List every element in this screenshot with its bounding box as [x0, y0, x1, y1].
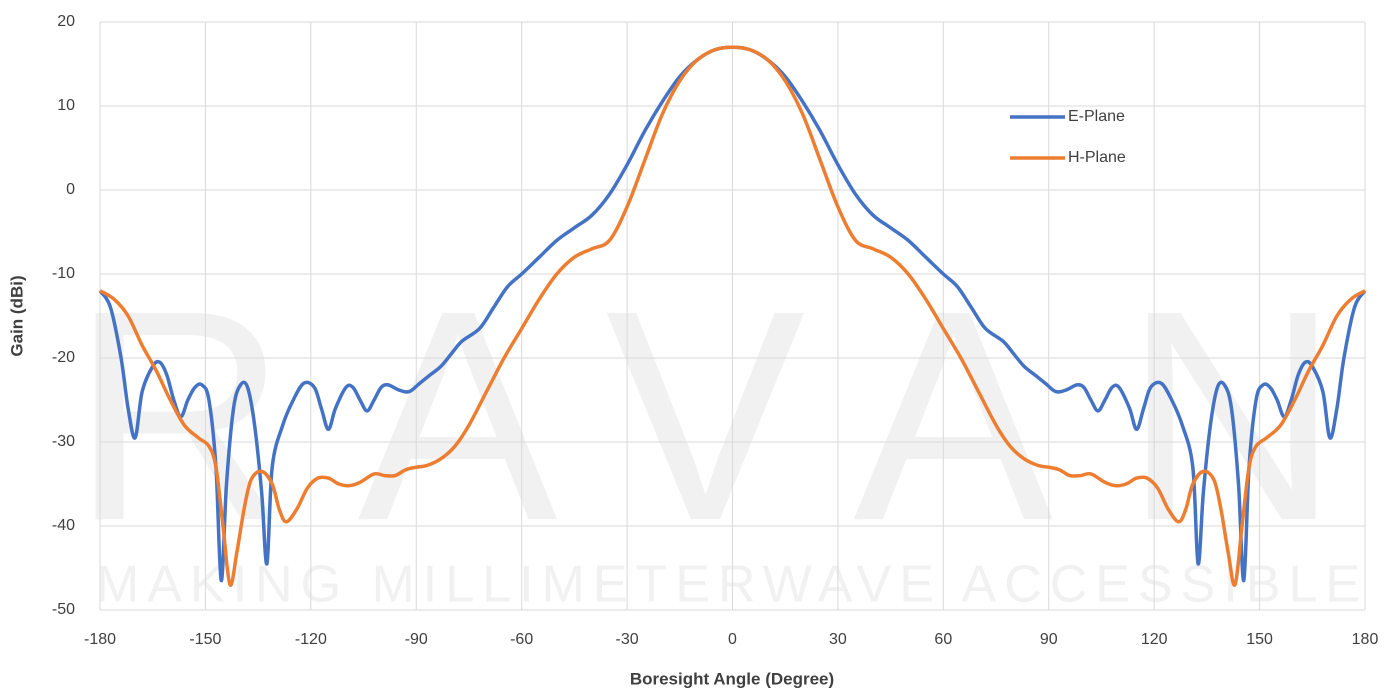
- y-tick-label: -30: [52, 433, 75, 450]
- x-tick-label: -150: [189, 631, 221, 648]
- grid: -50 -40 -30 -20 -10 0 10 20 -180 -150 -120 -90 -60 -3…: [52, 13, 1379, 648]
- x-tick-label: 120: [1141, 631, 1168, 648]
- x-tick-label: -120: [295, 631, 327, 648]
- x-tick-label: 150: [1246, 631, 1273, 648]
- legend-label: E-Plane: [1068, 108, 1125, 125]
- y-tick-label: 10: [57, 97, 75, 114]
- x-tick-label: -90: [405, 631, 428, 648]
- x-tick-label: 90: [1040, 631, 1058, 648]
- x-tick-label: -30: [616, 631, 639, 648]
- x-tick-label: 60: [934, 631, 952, 648]
- legend-label: H-Plane: [1068, 149, 1126, 166]
- y-tick-label: 0: [66, 181, 75, 198]
- y-tick-label: -40: [52, 517, 75, 534]
- y-tick-label: -50: [52, 601, 75, 618]
- plot-area: E-Plane H-Plane: [98, 45, 1367, 587]
- series-line: [99, 45, 1366, 587]
- y-axis-title: Gain (dBi): [7, 275, 26, 356]
- x-axis-title: Boresight Angle (Degree): [630, 669, 834, 688]
- x-tick-label: 180: [1352, 631, 1379, 648]
- x-tick-label: 30: [829, 631, 847, 648]
- x-tick-label: -60: [510, 631, 533, 648]
- y-tick-label: -20: [52, 349, 75, 366]
- y-tick-label: 20: [57, 13, 75, 30]
- y-tick-label: -10: [52, 265, 75, 282]
- x-tick-label: 0: [728, 631, 737, 648]
- x-tick-label: -180: [84, 631, 116, 648]
- watermark-tagline: MAKING MILLIMETERWAVE ACCESSIBLE: [96, 556, 1368, 614]
